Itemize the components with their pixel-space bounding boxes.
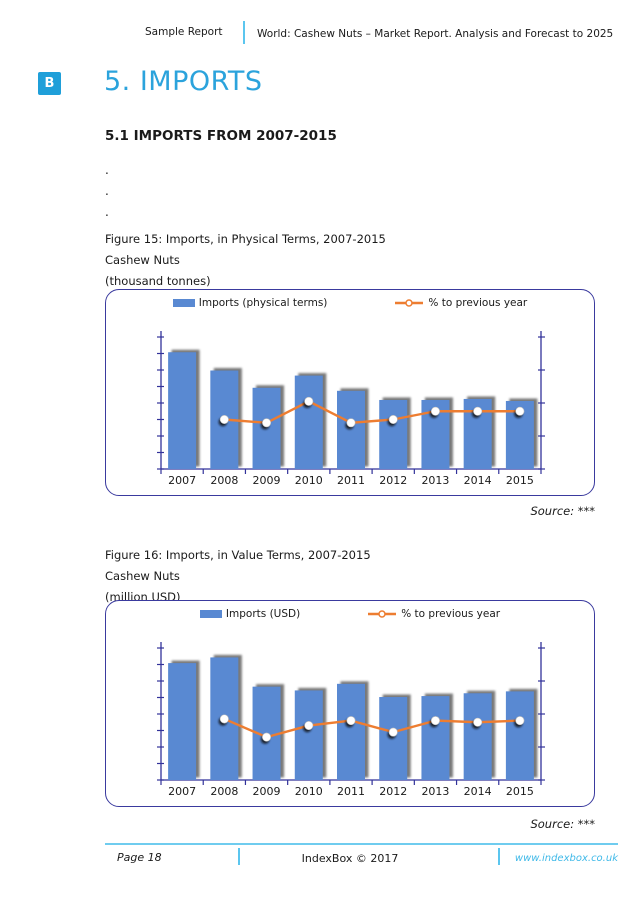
x-tick-label-2007: 2007 bbox=[168, 785, 196, 798]
figure16-caption: Figure 16: Imports, in Value Terms, 2007… bbox=[105, 545, 371, 608]
x-tick-label-2013: 2013 bbox=[421, 785, 449, 798]
dot-line: . bbox=[105, 205, 109, 219]
line-marker-2014 bbox=[473, 717, 483, 727]
footer-website-link[interactable]: www.indexbox.co.uk bbox=[514, 853, 618, 864]
header-left-label: Sample Report bbox=[145, 26, 223, 38]
line-marker-2011 bbox=[346, 418, 356, 428]
bar-2015 bbox=[505, 691, 534, 780]
line-swatch-icon bbox=[395, 299, 424, 307]
figure15-legend: Imports (physical terms) % to previous y… bbox=[106, 297, 594, 309]
legend-item-line: % to previous year bbox=[367, 608, 500, 620]
line-marker-2010 bbox=[304, 721, 314, 731]
legend-label: Imports (USD) bbox=[225, 608, 301, 620]
x-tick-label-2010: 2010 bbox=[295, 785, 323, 798]
bar-2013 bbox=[421, 696, 450, 780]
bar-2007 bbox=[168, 352, 197, 469]
line-marker-2012 bbox=[388, 727, 398, 737]
line-marker-2008 bbox=[219, 415, 229, 425]
figure15-caption-line2: Cashew Nuts bbox=[105, 253, 180, 267]
x-tick-label-2008: 2008 bbox=[210, 785, 238, 798]
dot-line: . bbox=[105, 184, 109, 198]
x-tick-label-2007: 2007 bbox=[168, 474, 196, 487]
figure16-plot: 2007 2008 2009 2010 2011 2012 2013 2014 2015 bbox=[157, 642, 545, 798]
bar-2012 bbox=[379, 399, 408, 469]
x-tick-label-2008: 2008 bbox=[210, 474, 238, 487]
line-marker-2015 bbox=[515, 716, 525, 726]
line-marker-2012 bbox=[388, 415, 398, 425]
figure16-caption-line1: Figure 16: Imports, in Value Terms, 2007… bbox=[105, 548, 371, 562]
figure15-source: Source: *** bbox=[530, 504, 595, 518]
x-tick-label-2012: 2012 bbox=[379, 785, 407, 798]
legend-item-bars: Imports (USD) bbox=[199, 608, 301, 620]
figure16-source: Source: *** bbox=[530, 817, 595, 831]
line-marker-2009 bbox=[262, 732, 272, 742]
legend-item-bars: Imports (physical terms) bbox=[172, 297, 328, 309]
figure15-caption: Figure 15: Imports, in Physical Terms, 2… bbox=[105, 229, 386, 292]
x-tick-label-2011: 2011 bbox=[337, 474, 365, 487]
line-marker-2015 bbox=[515, 406, 525, 416]
line-marker-2009 bbox=[262, 418, 272, 428]
x-tick-label-2015: 2015 bbox=[506, 474, 534, 487]
footer-copyright: IndexBox © 2017 bbox=[301, 852, 399, 865]
section-title: 5. IMPORTS bbox=[104, 66, 263, 97]
x-tick-label-2014: 2014 bbox=[464, 474, 492, 487]
line-swatch-icon bbox=[368, 610, 397, 618]
figure16-chart: Imports (USD) % to previous year 2007 200… bbox=[105, 600, 595, 807]
figure15-chart: Imports (physical terms) % to previous y… bbox=[105, 289, 595, 496]
figure16-legend: Imports (USD) % to previous year bbox=[106, 608, 594, 620]
footer-page-number: Page 18 bbox=[117, 851, 162, 864]
legend-label: % to previous year bbox=[428, 297, 528, 309]
figure15-plot: 2007 2008 2009 2010 2011 2012 2013 2014 2015 bbox=[157, 331, 545, 487]
footer-divider bbox=[498, 848, 500, 865]
bar-swatch-icon bbox=[172, 299, 195, 307]
legend-item-line: % to previous year bbox=[394, 297, 527, 309]
x-tick-label-2011: 2011 bbox=[337, 785, 365, 798]
bar-2010 bbox=[294, 690, 323, 780]
x-tick-label-2015: 2015 bbox=[506, 785, 534, 798]
bar-2011 bbox=[337, 683, 365, 780]
line-marker-2008 bbox=[219, 714, 229, 724]
bar-2007 bbox=[168, 663, 197, 780]
redacted-text-placeholder: . . . bbox=[105, 160, 109, 223]
x-tick-label-2009: 2009 bbox=[253, 474, 281, 487]
legend-label: % to previous year bbox=[401, 608, 501, 620]
x-tick-label-2012: 2012 bbox=[379, 474, 407, 487]
footer-divider bbox=[238, 848, 240, 865]
line-marker-2011 bbox=[346, 716, 356, 726]
line-marker-2013 bbox=[430, 716, 440, 726]
figure16-caption-line2: Cashew Nuts bbox=[105, 569, 180, 583]
line-marker-2014 bbox=[473, 406, 483, 416]
x-tick-label-2009: 2009 bbox=[253, 785, 281, 798]
subsection-title: 5.1 IMPORTS FROM 2007-2015 bbox=[105, 128, 337, 144]
x-tick-label-2014: 2014 bbox=[464, 785, 492, 798]
header-title: World: Cashew Nuts – Market Report. Anal… bbox=[257, 28, 614, 40]
dot-line: . bbox=[105, 163, 109, 177]
figure15-caption-line1: Figure 15: Imports, in Physical Terms, 2… bbox=[105, 232, 386, 246]
bar-2014 bbox=[463, 693, 492, 780]
x-tick-label-2010: 2010 bbox=[295, 474, 323, 487]
figure15-caption-line3: (thousand tonnes) bbox=[105, 274, 211, 288]
section-badge: B bbox=[38, 72, 61, 95]
bar-2011 bbox=[337, 390, 365, 469]
header-divider bbox=[243, 21, 245, 44]
line-marker-2010 bbox=[304, 396, 314, 406]
bar-swatch-icon bbox=[199, 610, 222, 618]
x-tick-label-2013: 2013 bbox=[421, 474, 449, 487]
footer-rule bbox=[105, 843, 618, 845]
legend-label: Imports (physical terms) bbox=[198, 297, 328, 309]
bar-2010 bbox=[294, 375, 323, 469]
line-marker-2013 bbox=[430, 406, 440, 416]
